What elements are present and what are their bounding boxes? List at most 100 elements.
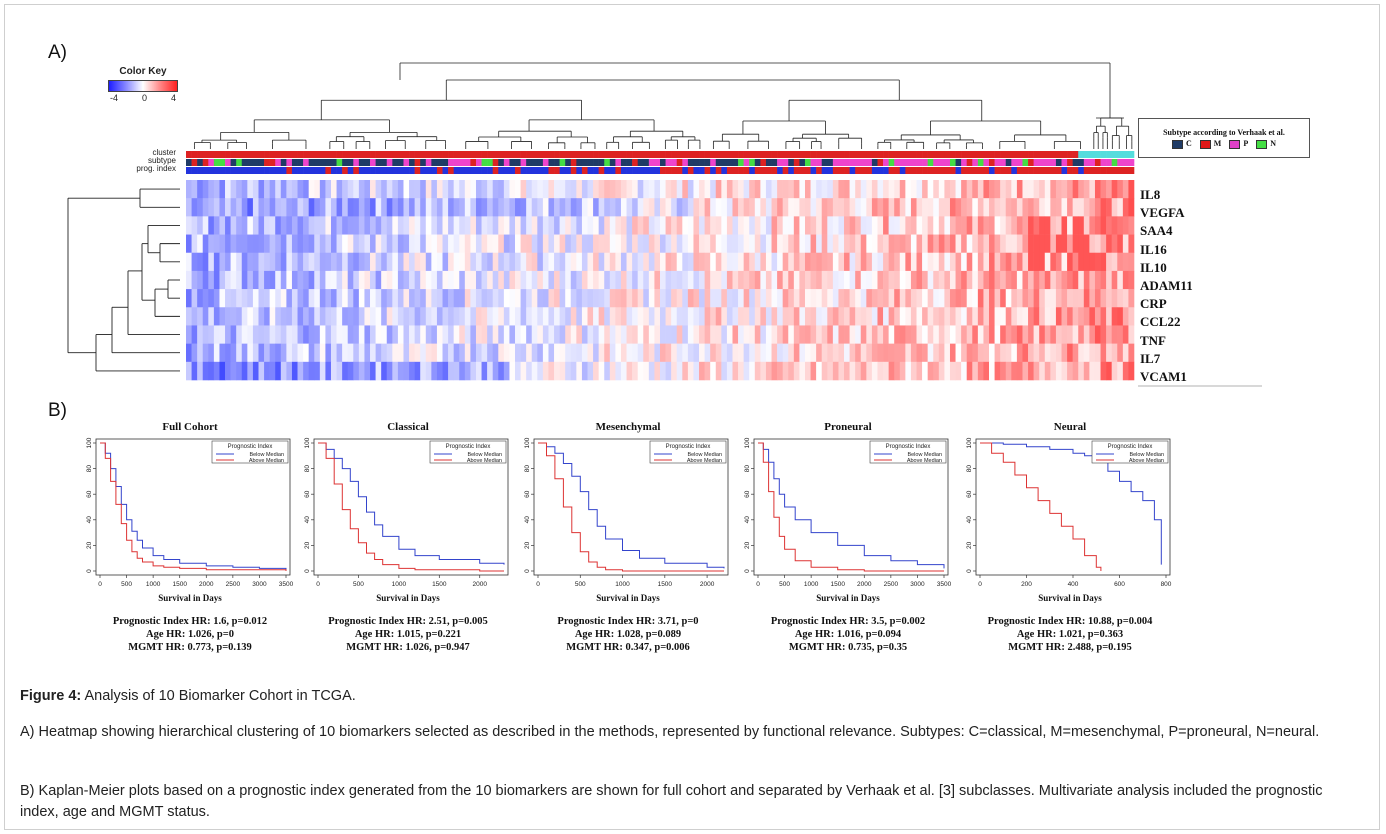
heatmap-cell xyxy=(515,361,521,381)
heatmap-cell xyxy=(994,307,1001,326)
subtype-bar-cell xyxy=(894,159,901,166)
heatmap-cell xyxy=(576,289,583,308)
heatmap-cell xyxy=(693,343,700,363)
heatmap-cell xyxy=(537,343,544,363)
subtype-bar-cell xyxy=(916,159,923,166)
heatmap-cell xyxy=(1061,361,1068,381)
heatmap-cell xyxy=(754,234,761,254)
heatmap-cell xyxy=(598,252,605,272)
heatmap-cell xyxy=(487,180,494,199)
heatmap-cell xyxy=(358,234,365,254)
cluster-bar-cell xyxy=(308,151,315,158)
cluster-bar-cell xyxy=(983,151,990,158)
heatmap-cell xyxy=(693,180,700,199)
heatmap-cell xyxy=(1128,180,1135,199)
heatmap-cell xyxy=(291,216,298,235)
heatmap-cell xyxy=(754,343,761,363)
heatmap-cell xyxy=(436,361,443,381)
heatmap-cell xyxy=(358,198,365,217)
heatmap-cell xyxy=(949,289,956,308)
prog-index-bar-cell xyxy=(682,167,689,174)
prog-index-bar-cell xyxy=(342,167,349,174)
km-legend-label: Below Median xyxy=(467,452,502,458)
heatmap-cell xyxy=(576,180,583,199)
heatmap-cell xyxy=(487,252,494,272)
heatmap-cell xyxy=(297,289,304,308)
heatmap-cell xyxy=(860,216,867,235)
km-x-tick-label: 0 xyxy=(978,581,982,588)
heatmap-cell xyxy=(827,343,834,363)
heatmap-cell xyxy=(202,198,209,217)
heatmap-cell xyxy=(325,198,332,217)
cluster-bar-cell xyxy=(537,151,544,158)
heatmap-cell xyxy=(492,289,499,308)
heatmap-cell xyxy=(498,252,505,272)
heatmap-cell xyxy=(230,361,237,381)
heatmap-cell xyxy=(788,234,795,254)
heatmap-cell xyxy=(821,180,828,199)
heatmap-cell xyxy=(1072,325,1079,344)
heatmap-cell xyxy=(676,216,683,235)
prog-index-bar-cell xyxy=(927,167,934,174)
heatmap-cell xyxy=(347,198,354,217)
heatmap-cell xyxy=(877,198,884,217)
heatmap-cell xyxy=(715,361,722,381)
legend-code: M xyxy=(1213,139,1222,148)
km-y-tick-label: 20 xyxy=(966,541,973,549)
heatmap-cell xyxy=(252,343,259,363)
subtype-bar-cell xyxy=(236,159,243,166)
prog-index-bar-cell xyxy=(1072,167,1079,174)
heatmap-cell xyxy=(1089,307,1096,326)
heatmap-cell xyxy=(665,343,672,363)
heatmap-cell xyxy=(330,343,337,363)
heatmap-cell xyxy=(308,252,315,272)
heatmap-cell xyxy=(297,325,304,344)
heatmap-cell xyxy=(654,234,661,254)
heatmap-cell xyxy=(1039,198,1046,217)
heatmap-cell xyxy=(258,270,265,290)
heatmap-cell xyxy=(442,270,449,290)
heatmap-cell xyxy=(475,180,482,199)
subtype-bar-cell xyxy=(241,159,248,166)
heatmap-cell xyxy=(682,307,689,326)
heatmap-cell xyxy=(425,180,432,199)
heatmap-cell xyxy=(827,307,834,326)
heatmap-cell xyxy=(899,180,906,199)
heatmap-cell xyxy=(654,289,661,308)
heatmap-cell xyxy=(866,307,873,326)
heatmap-cell xyxy=(699,289,705,308)
heatmap-cell xyxy=(877,361,884,381)
km-x-axis-label: Survival in Days xyxy=(376,593,440,603)
heatmap-cell xyxy=(1022,270,1029,290)
heatmap-cell xyxy=(531,361,538,381)
heatmap-cell xyxy=(699,252,705,272)
heatmap-cell xyxy=(448,270,454,290)
prog-index-bar-cell xyxy=(810,167,817,174)
cluster-bar-cell xyxy=(470,151,477,158)
heatmap-cell xyxy=(855,343,862,363)
heatmap-cell xyxy=(983,343,990,363)
heatmap-cell xyxy=(247,289,254,308)
heatmap-cell xyxy=(342,270,349,290)
prog-index-bar-cell xyxy=(375,167,382,174)
heatmap-cell xyxy=(291,252,298,272)
heatmap-cell xyxy=(542,270,549,290)
km-stat-line: Age HR: 1.028, p=0.089 xyxy=(574,629,682,640)
heatmap-cell xyxy=(1117,361,1124,381)
heatmap-cell xyxy=(922,307,928,326)
heatmap-cell xyxy=(955,216,962,235)
heatmap-cell xyxy=(330,270,337,290)
heatmap-cell xyxy=(303,234,309,254)
subtype-bar-cell xyxy=(531,159,538,166)
heatmap-cell xyxy=(648,180,655,199)
heatmap-cell xyxy=(1094,325,1101,344)
heatmap-cell xyxy=(782,252,789,272)
heatmap-cell xyxy=(336,216,343,235)
heatmap-cell xyxy=(515,270,521,290)
cluster-bar-cell xyxy=(738,151,744,158)
subtype-bar-cell xyxy=(765,159,772,166)
heatmap-cell xyxy=(743,343,750,363)
heatmap-cell xyxy=(1122,307,1129,326)
